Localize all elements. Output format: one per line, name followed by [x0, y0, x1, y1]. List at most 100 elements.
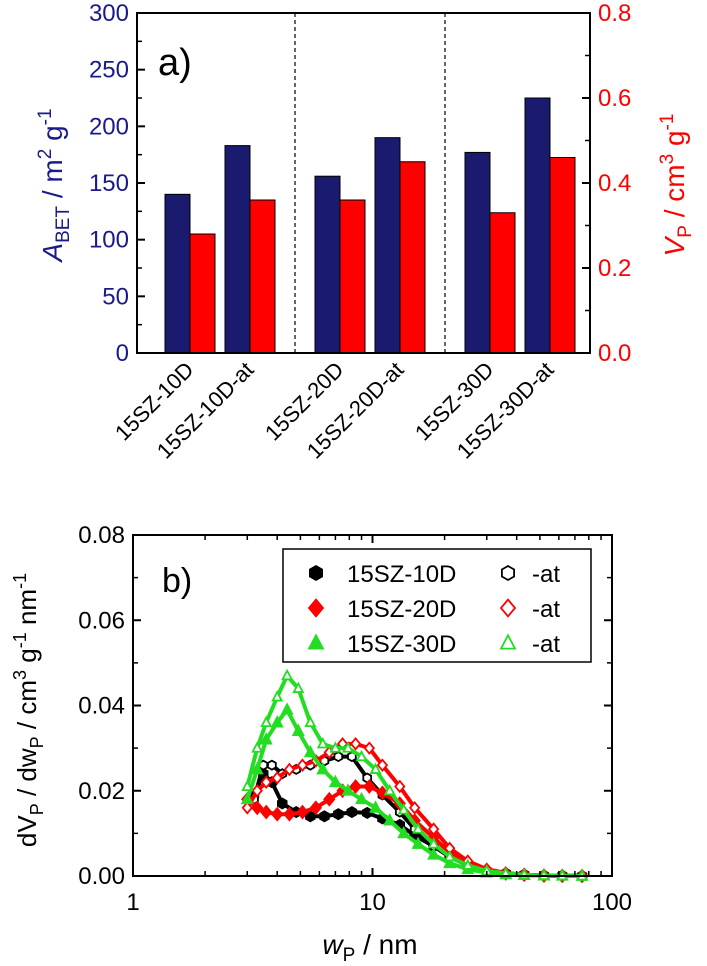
bar-abet-15SZ-10D-at [224, 145, 251, 354]
bar-abet-15SZ-10D [164, 193, 191, 354]
data-point-15SZ-30D [328, 774, 342, 788]
data-point-15SZ-20D-at [409, 800, 421, 815]
legend-marker-open [500, 564, 515, 582]
data-point-15SZ-30D-at [427, 837, 440, 849]
data-point-15SZ-20D-at [427, 822, 440, 836]
data-point-15SZ-30D [341, 783, 355, 796]
legend-box [282, 548, 592, 663]
bar-abet-15SZ-20D [314, 175, 341, 354]
y-axis-title-left: ABET / m2 g-1 [35, 108, 74, 263]
data-point-15SZ-30D-at [383, 783, 396, 796]
x-tick-label: 10 [359, 889, 386, 916]
data-point-15SZ-30D-at [412, 822, 425, 834]
legend-marker-open [499, 633, 517, 650]
legend-marker-open [499, 598, 517, 618]
bar-abet-15SZ-30D [464, 151, 491, 354]
data-point-15SZ-30D-at [251, 741, 264, 753]
series-15SZ-30D-at [241, 668, 589, 881]
data-point-15SZ-20D-at [296, 758, 309, 772]
data-point-15SZ-30D [443, 855, 457, 869]
left-tick-label: 50 [102, 283, 129, 310]
right-axis: 0.0 0.2 0.4 0.6 0.8 [582, 0, 631, 367]
legend-label-at: -at [532, 596, 560, 623]
data-point-15SZ-10D-at [267, 759, 277, 771]
data-point-15SZ-20D-at [283, 762, 296, 777]
data-point-15SZ-20D-at [349, 737, 362, 751]
data-point-15SZ-30D-at [355, 749, 368, 762]
right-tick-label: 0.8 [598, 0, 631, 27]
x-tick-label: 100 [592, 889, 632, 916]
x-tick-label: 1 [126, 889, 139, 916]
data-point-15SZ-30D [369, 800, 383, 813]
y-tick-label: 0.06 [78, 607, 125, 634]
data-point-15SZ-30D [240, 791, 254, 805]
data-point-15SZ-10D [319, 810, 330, 823]
left-tick-label: 0 [116, 340, 129, 367]
data-point-15SZ-20D [349, 779, 362, 794]
left-tick-label: 100 [89, 227, 129, 254]
data-point-15SZ-30D [355, 791, 369, 805]
data-point-15SZ-20D [251, 800, 264, 816]
data-point-15SZ-20D-at [376, 758, 389, 772]
data-point-15SZ-20D [309, 800, 323, 816]
data-point-15SZ-20D [363, 779, 376, 794]
left-tick-label: 250 [89, 57, 129, 84]
y-axis-title: dVP / dwP / cm3 g-1 nm-1 [10, 573, 47, 847]
series-group [240, 668, 589, 884]
right-tick-label: 0.2 [598, 255, 631, 282]
data-point-15SZ-20D [260, 804, 273, 820]
legend-label: 15SZ-20D [347, 596, 456, 623]
legend-label: 15SZ-10D [347, 561, 456, 588]
data-point-15SZ-30D [291, 723, 305, 736]
data-point-15SZ-20D [271, 806, 284, 822]
data-point-15SZ-30D-at [443, 849, 456, 862]
panel-label-b: b) [162, 562, 192, 600]
data-point-15SZ-10D [346, 806, 358, 819]
data-point-15SZ-30D [250, 762, 264, 775]
panel-label-a: a) [158, 42, 192, 84]
data-point-15SZ-30D [303, 744, 317, 758]
data-point-15SZ-10D [276, 797, 288, 810]
data-point-15SZ-30D-at [369, 762, 382, 774]
data-point-15SZ-30D-at [537, 868, 550, 881]
data-point-15SZ-20D-at [251, 783, 263, 798]
data-point-15SZ-30D [259, 732, 273, 745]
left-tick-label: 150 [89, 170, 129, 197]
data-point-15SZ-20D [323, 791, 336, 807]
data-point-15SZ-20D-at [241, 800, 253, 815]
bar-vp-15SZ-30D-at [549, 157, 576, 354]
data-point-15SZ-30D [316, 762, 330, 775]
left-tick-label: 200 [89, 113, 129, 140]
x-axis-title: wP / nm [322, 929, 417, 966]
data-point-15SZ-30D [280, 702, 294, 715]
right-tick-label: 0.0 [598, 340, 631, 367]
data-point-15SZ-30D-at [461, 858, 474, 870]
data-point-15SZ-20D [296, 804, 309, 820]
x-axis: 1 10 100 [126, 535, 632, 916]
bar-vp-15SZ-10D [189, 233, 216, 354]
data-point-15SZ-20D [283, 806, 296, 822]
data-point-15SZ-30D-at [341, 741, 354, 753]
data-point-15SZ-30D-at [241, 779, 254, 791]
left-tick-label: 300 [89, 0, 129, 27]
group-separators [294, 13, 446, 353]
y-tick-label: 0.08 [78, 522, 125, 549]
bar-vp-15SZ-30D [489, 212, 516, 354]
legend-label-at: -at [532, 561, 560, 588]
data-point-15SZ-30D [427, 847, 441, 860]
data-point-15SZ-30D-at [397, 803, 410, 815]
data-point-15SZ-30D [397, 825, 411, 839]
data-point-15SZ-20D [376, 785, 389, 801]
data-point-15SZ-20D-at [271, 771, 283, 785]
legend-marker-filled [307, 633, 325, 650]
series-15SZ-30D [240, 702, 589, 881]
y-tick-label: 0.00 [78, 863, 125, 890]
data-point-15SZ-30D-at [260, 715, 273, 728]
data-point-15SZ-20D-at [363, 741, 376, 755]
y-axis-title-right: VP / cm3 g-1 [657, 114, 696, 257]
data-point-15SZ-30D-at [304, 715, 317, 728]
y-tick-label: 0.02 [78, 778, 125, 805]
legend-marker-filled [308, 564, 324, 582]
